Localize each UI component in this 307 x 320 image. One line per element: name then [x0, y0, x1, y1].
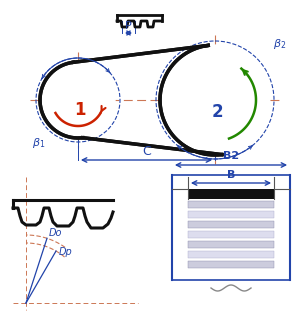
Text: $\beta_1$: $\beta_1$ [32, 136, 45, 150]
Circle shape [161, 46, 269, 154]
Text: 2: 2 [211, 103, 223, 121]
Bar [188, 251, 274, 258]
Bar [188, 211, 274, 218]
Bar [188, 189, 274, 199]
Text: $\beta_2$: $\beta_2$ [273, 37, 286, 51]
Text: B: B [227, 170, 235, 180]
Bar [188, 231, 274, 238]
Text: B2: B2 [223, 151, 239, 161]
Bar [172, 175, 290, 280]
Circle shape [41, 63, 115, 137]
Text: Dp: Dp [59, 247, 73, 257]
Bar [188, 201, 274, 208]
Text: Do: Do [49, 228, 63, 238]
Bar [188, 241, 274, 248]
Text: C: C [142, 145, 151, 158]
Bar [188, 221, 274, 228]
Text: P: P [125, 21, 132, 31]
Bar [188, 261, 274, 268]
Text: 1: 1 [74, 101, 86, 119]
